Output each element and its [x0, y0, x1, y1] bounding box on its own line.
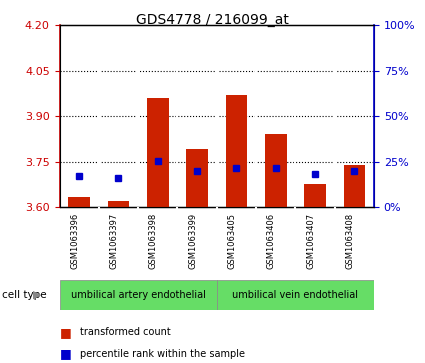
- Text: GSM1063398: GSM1063398: [149, 213, 158, 269]
- Bar: [186, 150, 208, 207]
- Text: GSM1063405: GSM1063405: [227, 213, 236, 269]
- Text: cell type: cell type: [2, 290, 47, 300]
- Bar: [343, 164, 365, 207]
- Text: GSM1063408: GSM1063408: [346, 213, 354, 269]
- Text: ■: ■: [60, 347, 71, 360]
- Text: transformed count: transformed count: [80, 327, 171, 337]
- Bar: [226, 95, 247, 207]
- Bar: [265, 134, 286, 207]
- Text: GSM1063397: GSM1063397: [110, 213, 119, 269]
- Text: ▶: ▶: [33, 290, 42, 300]
- Text: ■: ■: [60, 326, 71, 339]
- Text: GSM1063407: GSM1063407: [306, 213, 315, 269]
- Text: GSM1063399: GSM1063399: [188, 213, 197, 269]
- Bar: [217, 280, 374, 310]
- Text: percentile rank within the sample: percentile rank within the sample: [80, 349, 245, 359]
- Bar: [68, 197, 90, 207]
- Text: umbilical vein endothelial: umbilical vein endothelial: [232, 290, 358, 300]
- Bar: [108, 201, 129, 207]
- Bar: [147, 98, 169, 207]
- Text: GSM1063406: GSM1063406: [267, 213, 276, 269]
- Bar: [60, 280, 217, 310]
- Bar: [304, 184, 326, 207]
- Text: GSM1063396: GSM1063396: [70, 213, 79, 269]
- Text: GDS4778 / 216099_at: GDS4778 / 216099_at: [136, 13, 289, 27]
- Text: umbilical artery endothelial: umbilical artery endothelial: [71, 290, 206, 300]
